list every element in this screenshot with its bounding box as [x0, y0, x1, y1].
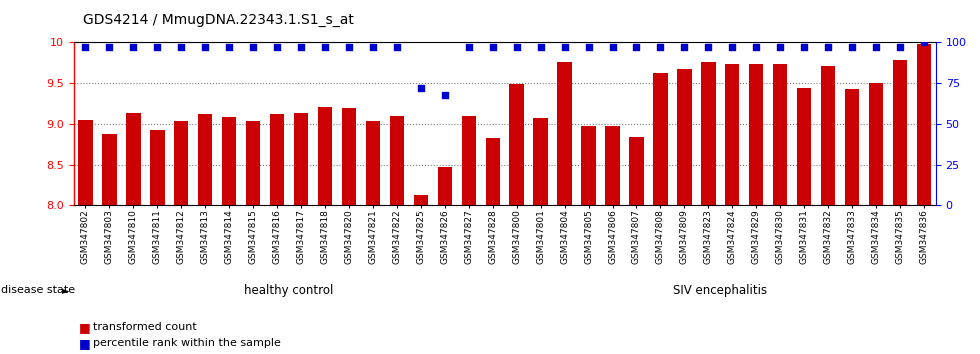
- Bar: [462, 116, 476, 205]
- Text: transformed count: transformed count: [93, 322, 197, 332]
- Bar: [821, 66, 835, 205]
- Point: [461, 45, 476, 50]
- Point: [125, 45, 141, 50]
- Bar: [78, 120, 93, 205]
- Point: [341, 45, 357, 50]
- Point: [437, 92, 453, 97]
- Bar: [294, 113, 309, 205]
- Point: [318, 45, 333, 50]
- Bar: [174, 121, 188, 205]
- Bar: [102, 134, 117, 205]
- Point: [772, 45, 788, 50]
- Text: healthy control: healthy control: [244, 284, 334, 297]
- Text: GDS4214 / MmugDNA.22343.1.S1_s_at: GDS4214 / MmugDNA.22343.1.S1_s_at: [83, 12, 354, 27]
- Point: [605, 45, 620, 50]
- Point: [653, 45, 668, 50]
- Bar: [246, 121, 261, 205]
- Point: [797, 45, 812, 50]
- Bar: [725, 64, 740, 205]
- Bar: [150, 130, 165, 205]
- Point: [293, 45, 309, 50]
- Point: [245, 45, 261, 50]
- Point: [533, 45, 549, 50]
- Point: [102, 45, 118, 50]
- Bar: [869, 83, 883, 205]
- Point: [413, 85, 428, 91]
- Text: SIV encephalitis: SIV encephalitis: [673, 284, 767, 297]
- Bar: [198, 114, 213, 205]
- Text: ■: ■: [78, 321, 90, 334]
- Point: [389, 45, 405, 50]
- Point: [676, 45, 692, 50]
- Bar: [510, 84, 524, 205]
- Text: percentile rank within the sample: percentile rank within the sample: [93, 338, 281, 348]
- Bar: [629, 137, 644, 205]
- Point: [557, 45, 572, 50]
- Point: [221, 45, 237, 50]
- Bar: [318, 107, 332, 205]
- Bar: [749, 64, 763, 205]
- Text: disease state: disease state: [1, 285, 75, 295]
- Bar: [606, 126, 619, 205]
- Point: [197, 45, 213, 50]
- Point: [749, 45, 764, 50]
- Bar: [581, 126, 596, 205]
- Point: [844, 45, 859, 50]
- Bar: [893, 61, 907, 205]
- Bar: [533, 118, 548, 205]
- Bar: [222, 118, 236, 205]
- Bar: [366, 121, 380, 205]
- Point: [485, 45, 501, 50]
- Bar: [773, 64, 787, 205]
- Bar: [845, 89, 859, 205]
- Point: [77, 45, 93, 50]
- Point: [366, 45, 381, 50]
- Point: [724, 45, 740, 50]
- Bar: [558, 62, 571, 205]
- Point: [820, 45, 836, 50]
- Bar: [797, 88, 811, 205]
- Bar: [270, 114, 284, 205]
- Text: ►: ►: [62, 285, 70, 295]
- Bar: [126, 113, 140, 205]
- Bar: [438, 167, 452, 205]
- Point: [150, 45, 166, 50]
- Bar: [414, 195, 428, 205]
- Bar: [701, 62, 715, 205]
- Bar: [916, 44, 931, 205]
- Point: [868, 45, 884, 50]
- Bar: [485, 138, 500, 205]
- Bar: [654, 73, 667, 205]
- Point: [509, 45, 524, 50]
- Point: [916, 40, 932, 45]
- Point: [581, 45, 597, 50]
- Bar: [677, 69, 692, 205]
- Text: ■: ■: [78, 337, 90, 350]
- Point: [270, 45, 285, 50]
- Point: [892, 45, 907, 50]
- Point: [628, 45, 644, 50]
- Point: [173, 45, 189, 50]
- Bar: [342, 108, 356, 205]
- Point: [701, 45, 716, 50]
- Bar: [390, 116, 404, 205]
